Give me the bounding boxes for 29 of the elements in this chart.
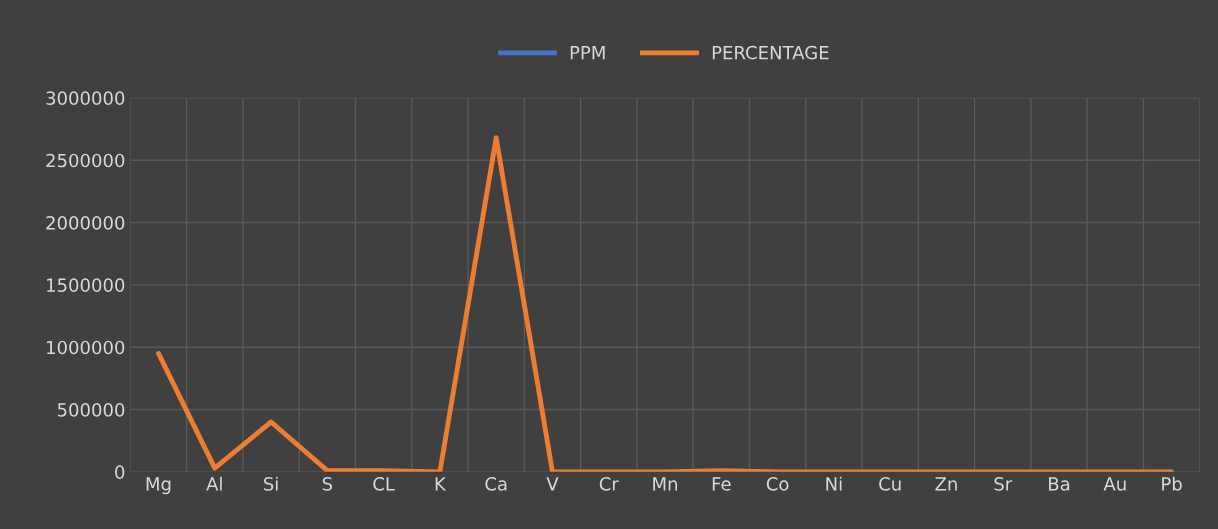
x-tick-label: V bbox=[546, 477, 559, 491]
x-tick-label: Cr bbox=[599, 477, 619, 491]
y-tick-label: 1500000 bbox=[47, 278, 125, 292]
x-tick-label: Au bbox=[1103, 477, 1126, 491]
x-tick-label: Cu bbox=[879, 477, 901, 491]
x-tick-label: Ca bbox=[485, 477, 507, 491]
x-tick-label: Fe bbox=[712, 477, 731, 491]
legend-label: PPM bbox=[570, 46, 605, 60]
x-tick-label: Al bbox=[206, 476, 222, 491]
x-tick-label: Ni bbox=[826, 476, 842, 491]
y-tick-label: 500000 bbox=[57, 402, 125, 417]
x-tick-label: Co bbox=[766, 477, 789, 491]
x-tick-label: Sr bbox=[994, 477, 1013, 491]
x-tick-label: S bbox=[322, 477, 333, 491]
x-tick-label: Pb bbox=[1162, 476, 1182, 491]
y-tick-label: 1000000 bbox=[47, 340, 125, 355]
line-series bbox=[156, 135, 1175, 472]
x-tick-label: Ba bbox=[1049, 477, 1070, 491]
x-tick-label: Zn bbox=[935, 477, 957, 491]
x-tick-label: K bbox=[435, 477, 447, 491]
x-tick-label: Si bbox=[263, 476, 278, 491]
x-tick-label: CL bbox=[373, 477, 395, 491]
x-tick-label: Mg bbox=[146, 477, 171, 495]
y-tick-label: 3000000 bbox=[46, 91, 125, 105]
x-tick-label: Mn bbox=[653, 477, 678, 491]
y-tick-label: 0 bbox=[115, 465, 125, 479]
y-tick-label: 2000000 bbox=[46, 215, 125, 230]
legend-label: PERCENTAGE bbox=[712, 45, 829, 60]
y-tick-label: 2500000 bbox=[46, 153, 125, 168]
